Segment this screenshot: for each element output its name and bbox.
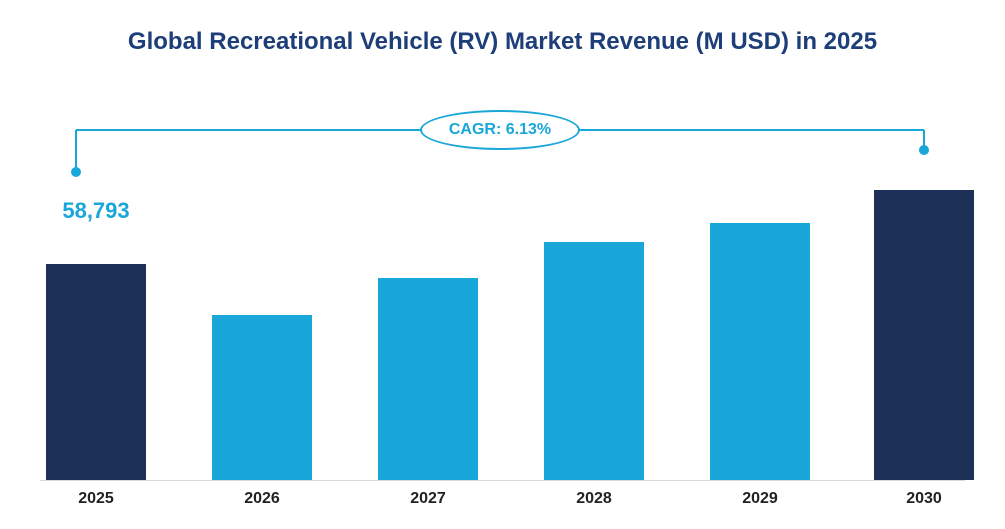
bar-2025 — [46, 264, 146, 480]
cagr-dot-right — [919, 145, 929, 155]
bar-2026 — [212, 315, 312, 480]
first-bar-value-label: 58,793 — [46, 198, 146, 224]
bar-2027 — [378, 278, 478, 480]
chart-container: Global Recreational Vehicle (RV) Market … — [0, 0, 1005, 529]
xlabel-2028: 2028 — [576, 490, 612, 508]
bar-2029 — [710, 223, 810, 480]
cagr-line-left-h — [76, 129, 420, 131]
xlabel-2030: 2030 — [906, 490, 942, 508]
cagr-dot-left — [71, 167, 81, 177]
xlabel-2026: 2026 — [244, 490, 280, 508]
cagr-line-right-h — [580, 129, 924, 131]
cagr-line-left-v — [75, 130, 77, 172]
xlabel-2025: 2025 — [78, 490, 114, 508]
xlabel-2027: 2027 — [410, 490, 446, 508]
bar-2030 — [874, 190, 974, 480]
bar-2028 — [544, 242, 644, 480]
xlabel-2029: 2029 — [742, 490, 778, 508]
chart-title: Global Recreational Vehicle (RV) Market … — [0, 28, 1005, 56]
cagr-badge: CAGR: 6.13% — [420, 110, 580, 150]
x-axis-line — [40, 480, 965, 481]
cagr-label: CAGR: 6.13% — [449, 121, 551, 139]
